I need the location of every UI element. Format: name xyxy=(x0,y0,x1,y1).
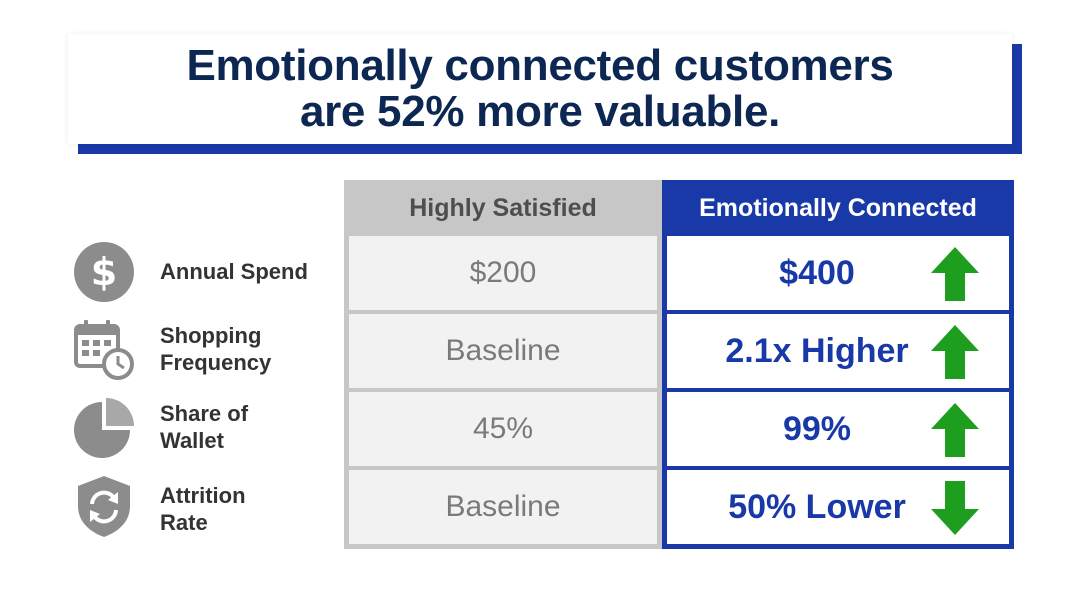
row-label-line: Share of xyxy=(160,401,249,426)
row-label-line: Frequency xyxy=(160,350,272,375)
row-label-line: Annual Spend xyxy=(160,259,308,284)
row-label-attrition-rate: Attrition Rate xyxy=(160,482,246,536)
arrow-down-icon xyxy=(931,481,979,535)
shield-refresh-icon xyxy=(78,476,130,537)
row-label-line: Shopping xyxy=(160,323,262,348)
connected-cell-annual-spend: $400 xyxy=(667,236,1009,310)
row-label-line: Rate xyxy=(160,510,208,535)
connected-value: 50% Lower xyxy=(728,487,906,526)
connected-value: 99% xyxy=(782,409,852,448)
connected-cell-attrition-rate: 50% Lower xyxy=(667,470,1009,544)
row-label-line: Attrition xyxy=(160,483,246,508)
emotionally-connected-header: Emotionally Connected xyxy=(699,193,977,222)
row-label-line: Wallet xyxy=(160,428,224,453)
title-line-2: are 52% more valuable. xyxy=(299,87,781,136)
pie-chart-icon xyxy=(74,398,134,458)
connected-value: 2.1x Higher xyxy=(725,331,909,370)
svg-text:$: $ xyxy=(91,250,117,294)
satisfied-cell-shopping-frequency: Baseline xyxy=(349,314,657,388)
row-label-shopping-frequency: Shopping Frequency xyxy=(160,322,271,376)
satisfied-cell-attrition-rate: Baseline xyxy=(349,470,657,544)
calendar-clock-icon xyxy=(74,320,134,380)
arrow-up-icon xyxy=(931,403,979,457)
connected-value: $400 xyxy=(779,253,855,292)
highly-satisfied-header: Highly Satisfied xyxy=(409,193,597,222)
arrow-up-icon xyxy=(931,325,979,379)
emotionally-connected-column: Emotionally Connected $400 2.1x Higher 9… xyxy=(662,180,1014,549)
highly-satisfied-column: Highly Satisfied $200 Baseline 45% Basel… xyxy=(344,180,662,549)
connected-cell-share-of-wallet: 99% xyxy=(667,392,1009,466)
dollar-icon: $ xyxy=(74,242,134,302)
row-label-annual-spend: Annual Spend xyxy=(160,258,308,285)
title-line-1: Emotionally connected customers xyxy=(186,41,894,90)
row-label-share-of-wallet: Share of Wallet xyxy=(160,400,248,454)
title-banner: Emotionally connected customers are 52% … xyxy=(68,34,1012,144)
connected-cell-shopping-frequency: 2.1x Higher xyxy=(667,314,1009,388)
arrow-up-icon xyxy=(931,247,979,301)
satisfied-cell-share-of-wallet: 45% xyxy=(349,392,657,466)
satisfied-cell-annual-spend: $200 xyxy=(349,236,657,310)
